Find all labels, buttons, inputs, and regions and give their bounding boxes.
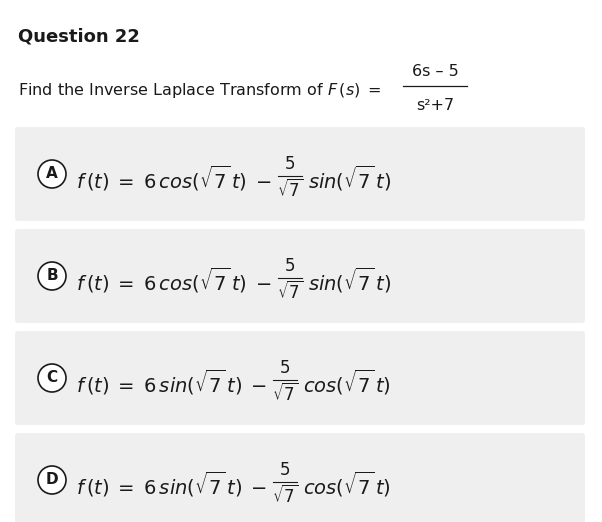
Text: $\sqrt{7}$: $\sqrt{7}$ [272,485,298,507]
Text: $f\,(t)\;=\;6\,sin(\sqrt{7}\,t)\;-$: $f\,(t)\;=\;6\,sin(\sqrt{7}\,t)\;-$ [76,469,267,499]
Text: C: C [46,371,58,386]
Circle shape [38,160,66,188]
Text: $sin(\sqrt{7}\,t)$: $sin(\sqrt{7}\,t)$ [308,163,391,193]
Circle shape [38,364,66,392]
Text: 6s – 5: 6s – 5 [412,65,458,79]
Text: $f\,(t)\;=\;6\,sin(\sqrt{7}\,t)\;-$: $f\,(t)\;=\;6\,sin(\sqrt{7}\,t)\;-$ [76,367,267,397]
Text: Question 22: Question 22 [18,28,140,46]
Text: $\sqrt{7}$: $\sqrt{7}$ [272,383,298,405]
FancyBboxPatch shape [15,331,585,425]
Text: 5: 5 [285,257,295,275]
Text: s²+7: s²+7 [416,98,454,113]
FancyBboxPatch shape [15,127,585,221]
FancyBboxPatch shape [15,433,585,522]
FancyBboxPatch shape [15,229,585,323]
Text: $f\,(t)\;=\;6\,cos(\sqrt{7}\,t)\;-$: $f\,(t)\;=\;6\,cos(\sqrt{7}\,t)\;-$ [76,163,272,193]
Text: 5: 5 [285,155,295,173]
Text: 5: 5 [280,359,290,377]
Circle shape [38,262,66,290]
Text: $\sqrt{7}$: $\sqrt{7}$ [277,281,303,303]
Text: B: B [46,268,58,283]
Text: $sin(\sqrt{7}\,t)$: $sin(\sqrt{7}\,t)$ [308,265,391,294]
Text: $f\,(t)\;=\;6\,cos(\sqrt{7}\,t)\;-$: $f\,(t)\;=\;6\,cos(\sqrt{7}\,t)\;-$ [76,265,272,294]
Text: $cos(\sqrt{7}\,t)$: $cos(\sqrt{7}\,t)$ [303,469,391,499]
Text: $\sqrt{7}$: $\sqrt{7}$ [277,179,303,201]
Text: 5: 5 [280,461,290,479]
Circle shape [38,466,66,494]
Text: Find the Inverse Laplace Transform of $\mathit{F}\,(\mathit{s})\;=$: Find the Inverse Laplace Transform of $\… [18,80,381,100]
Text: D: D [46,472,58,488]
Text: A: A [46,167,58,182]
Text: $cos(\sqrt{7}\,t)$: $cos(\sqrt{7}\,t)$ [303,367,391,397]
